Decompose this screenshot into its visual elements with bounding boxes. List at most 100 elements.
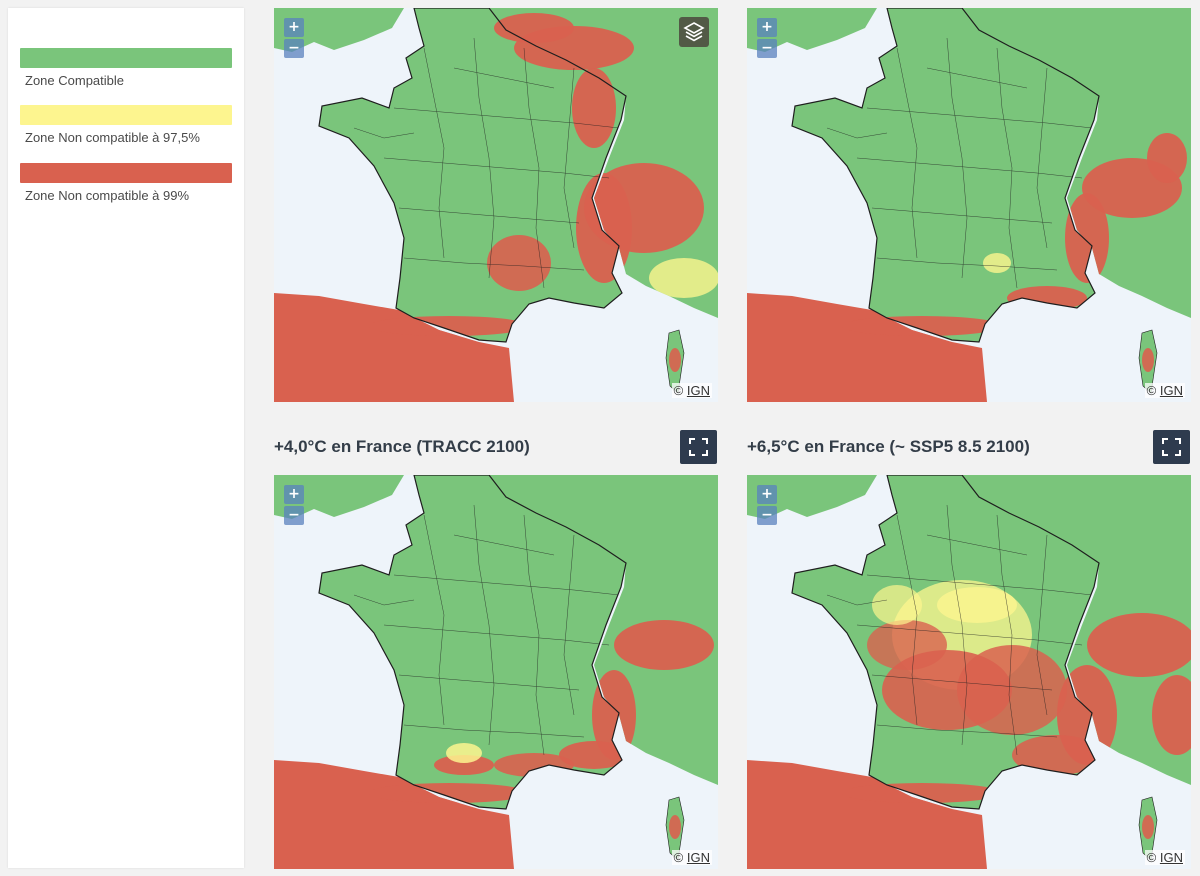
layers-icon: [683, 22, 705, 42]
france-border: [318, 8, 627, 343]
risk-zone: [842, 316, 1002, 336]
zoom-control: + −: [284, 18, 304, 60]
land-iberia: [747, 293, 987, 402]
land-neighbours: [489, 475, 718, 785]
legend-item-incompatible: Zone Non compatible à 99%: [20, 163, 232, 203]
legend-item-compatible: Zone Compatible: [20, 48, 232, 88]
risk-zone: [559, 741, 629, 769]
map-attribution: © IGN: [671, 383, 712, 398]
risk-zone: [614, 620, 714, 670]
zoom-out-button[interactable]: −: [757, 39, 777, 58]
risk-zone: [446, 743, 482, 763]
fullscreen-icon: [1162, 438, 1181, 456]
map-panel-1[interactable]: + − © IGN: [274, 8, 718, 402]
map-title-4: +6,5°C en France (~ SSP5 8.5 2100): [747, 437, 1030, 456]
france-border: [791, 8, 1100, 343]
land-neighbours: [962, 8, 1191, 318]
risk-zone: [1012, 735, 1102, 775]
legend-item-partial: Zone Non compatible à 97,5%: [20, 105, 232, 145]
risk-zone: [369, 783, 529, 803]
land-england: [274, 475, 404, 519]
land-france: [319, 475, 626, 809]
risk-zone: [957, 645, 1067, 735]
zoom-in-button[interactable]: +: [757, 485, 777, 504]
zoom-control: + −: [284, 485, 304, 527]
attribution-prefix: ©: [673, 850, 684, 865]
zoom-in-button[interactable]: +: [284, 485, 304, 504]
ign-attribution-link[interactable]: IGN: [1159, 383, 1183, 398]
land-england: [747, 475, 877, 519]
map-panel-3[interactable]: + − © IGN: [274, 475, 718, 869]
risk-zone: [669, 815, 681, 839]
legend-swatch-compatible: [20, 48, 232, 68]
risk-zone: [572, 68, 616, 148]
risk-zone: [1147, 133, 1187, 183]
map-canvas[interactable]: [747, 8, 1191, 402]
ign-attribution-link[interactable]: IGN: [1159, 850, 1183, 865]
ign-attribution-link[interactable]: IGN: [686, 383, 710, 398]
map-panel-4[interactable]: + − © IGN: [747, 475, 1191, 869]
risk-zone: [983, 253, 1011, 273]
land-iberia: [747, 760, 987, 869]
legend-panel: Zone Compatible Zone Non compatible à 97…: [8, 8, 244, 868]
map-attribution: © IGN: [671, 850, 712, 865]
attribution-prefix: ©: [673, 383, 684, 398]
legend-swatch-partial: [20, 105, 232, 125]
legend-label: Zone Non compatible à 99%: [25, 188, 190, 203]
land-neighbours: [962, 475, 1191, 785]
map-panel-2[interactable]: + − © IGN: [747, 8, 1191, 402]
department-borders: [353, 37, 620, 289]
zoom-out-button[interactable]: −: [284, 39, 304, 58]
zoom-out-button[interactable]: −: [757, 506, 777, 525]
map-canvas[interactable]: [274, 8, 718, 402]
risk-zone: [669, 348, 681, 372]
attribution-prefix: ©: [1146, 850, 1157, 865]
risk-zone: [434, 755, 494, 775]
land-iberia: [274, 760, 514, 869]
department-borders: [826, 37, 1093, 289]
risk-zone: [369, 316, 529, 336]
risk-zone: [1142, 348, 1154, 372]
land-iberia: [274, 293, 514, 402]
risk-zone: [1087, 613, 1191, 677]
risk-zone: [1152, 675, 1191, 755]
risk-zone: [867, 620, 947, 670]
fullscreen-button[interactable]: [1153, 430, 1190, 464]
risk-zone: [494, 13, 574, 43]
map-attribution: © IGN: [1144, 383, 1185, 398]
zoom-in-button[interactable]: +: [284, 18, 304, 37]
ign-attribution-link[interactable]: IGN: [686, 850, 710, 865]
map-attribution: © IGN: [1144, 850, 1185, 865]
risk-zone: [487, 235, 551, 291]
department-borders: [826, 504, 1093, 756]
risk-zone: [842, 783, 1002, 803]
zoom-out-button[interactable]: −: [284, 506, 304, 525]
risk-zone: [584, 163, 704, 253]
france-border: [318, 475, 627, 810]
risk-overlay: [842, 580, 1191, 803]
legend-swatch-incompatible: [20, 163, 232, 183]
legend-label: Zone Non compatible à 97,5%: [25, 130, 200, 145]
zoom-control: + −: [757, 485, 777, 527]
risk-zone: [649, 258, 718, 298]
zoom-control: + −: [757, 18, 777, 60]
land-england: [274, 8, 404, 52]
zoom-in-button[interactable]: +: [757, 18, 777, 37]
legend-label: Zone Compatible: [25, 73, 124, 88]
fullscreen-button[interactable]: [680, 430, 717, 464]
risk-overlay: [369, 13, 718, 336]
attribution-prefix: ©: [1146, 383, 1157, 398]
land-england: [747, 8, 877, 52]
risk-overlay: [842, 133, 1187, 336]
risk-zone: [1142, 815, 1154, 839]
map-title-3: +4,0°C en France (TRACC 2100): [274, 437, 530, 456]
risk-zone: [872, 585, 922, 625]
map-canvas[interactable]: [747, 475, 1191, 869]
risk-zone: [1065, 193, 1109, 283]
france-border: [791, 475, 1100, 810]
department-borders: [353, 504, 620, 756]
layer-switcher-button[interactable]: [679, 17, 709, 47]
fullscreen-icon: [689, 438, 708, 456]
land-france: [792, 8, 1099, 342]
map-canvas[interactable]: [274, 475, 718, 869]
